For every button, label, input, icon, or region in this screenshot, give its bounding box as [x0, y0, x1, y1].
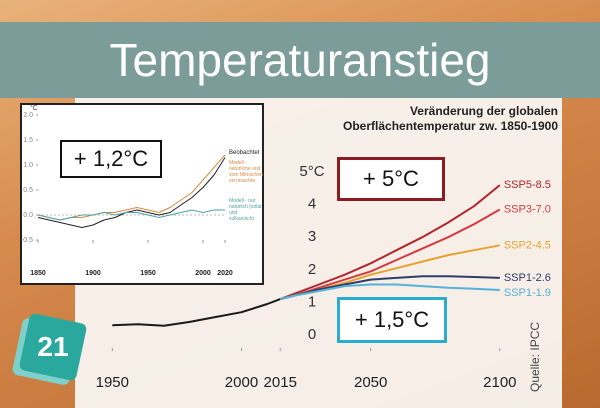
slide-title: Temperaturanstieg — [0, 22, 600, 98]
x-tick-label: 2100 — [483, 374, 516, 391]
series-label: SSP1-2.6 — [504, 272, 551, 284]
series-line — [279, 184, 501, 301]
inset-panel — [20, 103, 264, 285]
x-tick-label: 1950 — [96, 374, 129, 391]
legend-label: Modell - nur natürlich (solar und vulkan… — [229, 198, 262, 222]
y-tick-label: -0.5 — [21, 237, 33, 244]
series-line — [37, 209, 225, 221]
y-tick-label: 1.0 — [23, 162, 33, 169]
x-tick-label: 1850 — [30, 270, 46, 277]
y-tick-label: 5°C — [299, 163, 324, 180]
subtitle-line: Veränderung der globalen — [409, 104, 558, 118]
series-line — [37, 157, 226, 228]
annotation: + 5°C — [337, 157, 445, 201]
x-tick-label: 2020 — [217, 270, 233, 277]
y-axis-label: °C — [30, 104, 38, 112]
series-line — [112, 298, 281, 327]
annotation: + 1,2°C — [60, 140, 162, 178]
y-tick-label: 4 — [308, 196, 316, 213]
y-tick-label: 2 — [308, 261, 316, 278]
x-tick-label: 1950 — [140, 270, 156, 277]
y-tick-label: 0 — [308, 326, 316, 343]
y-tick-label: 0.0 — [23, 212, 33, 219]
source: Quelle: IPCC — [528, 321, 542, 392]
legend-label: Modell - natürliche und vom Menschen ver… — [229, 160, 263, 184]
y-tick-label: 2.0 — [23, 112, 33, 119]
y-tick-label: 3 — [308, 228, 316, 245]
badge-label: 21 — [37, 331, 69, 362]
x-tick-label: 1900 — [85, 270, 101, 277]
subtitle-line: Oberflächentemperatur zw. 1850-1900 — [343, 119, 558, 133]
series-label: SSP3-7.0 — [504, 203, 551, 215]
series-line — [279, 283, 500, 301]
series-label: SSP2-4.5 — [504, 239, 551, 251]
x-tick-label: 2015 — [264, 374, 297, 391]
legend-label: Beobachtet — [229, 150, 260, 156]
series-label: SSP5-8.5 — [504, 179, 551, 191]
x-tick-label: 2050 — [354, 374, 387, 391]
series-label: SSP1-1.9 — [504, 287, 551, 299]
x-tick-label: 2000 — [225, 374, 258, 391]
y-tick-label: 0.5 — [23, 187, 33, 194]
y-tick-label: 1 — [308, 293, 316, 310]
y-tick-label: 1.5 — [23, 137, 33, 144]
annotation: + 1,5°C — [337, 297, 447, 343]
chart-subtitle: Veränderung der globalen Oberflächentemp… — [343, 104, 558, 134]
x-tick-label: 2000 — [195, 270, 211, 277]
